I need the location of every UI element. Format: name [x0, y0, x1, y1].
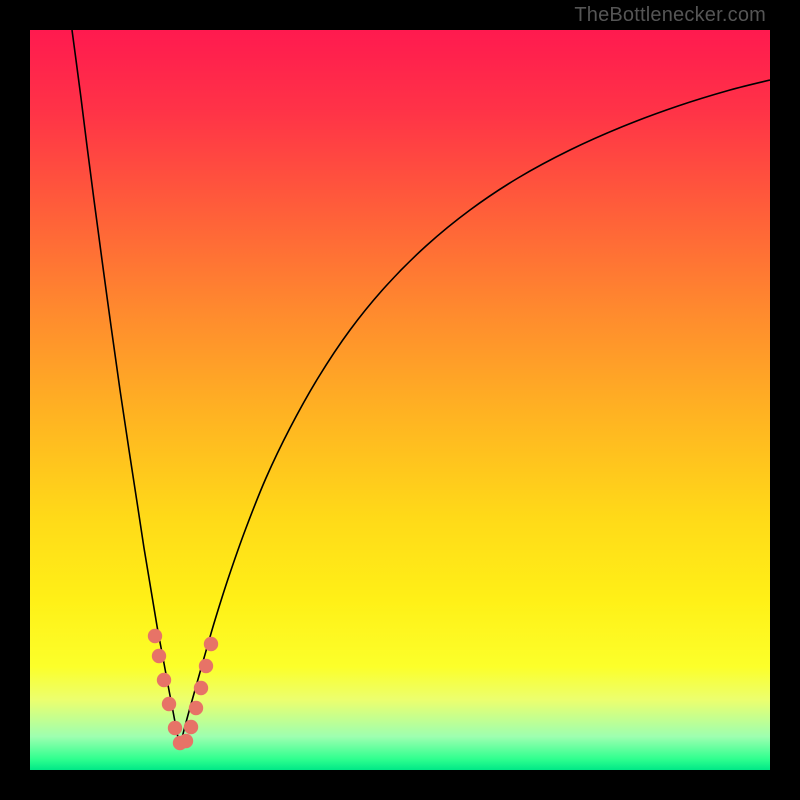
- marker-dot: [184, 720, 198, 734]
- frame-left: [0, 0, 30, 800]
- frame-right: [770, 0, 800, 800]
- chart-svg: [30, 30, 770, 770]
- marker-dot: [204, 637, 218, 651]
- marker-dot: [152, 649, 166, 663]
- marker-dot: [189, 701, 203, 715]
- marker-dot: [199, 659, 213, 673]
- marker-dot: [157, 673, 171, 687]
- plot-area: [30, 30, 770, 770]
- marker-dot: [148, 629, 162, 643]
- frame-bottom: [0, 770, 800, 800]
- marker-dot: [179, 734, 193, 748]
- curve-left: [72, 30, 180, 746]
- marker-dot: [162, 697, 176, 711]
- watermark-text: TheBottlenecker.com: [574, 4, 766, 27]
- marker-dot: [194, 681, 208, 695]
- marker-dot: [168, 721, 182, 735]
- curve-right: [180, 80, 770, 746]
